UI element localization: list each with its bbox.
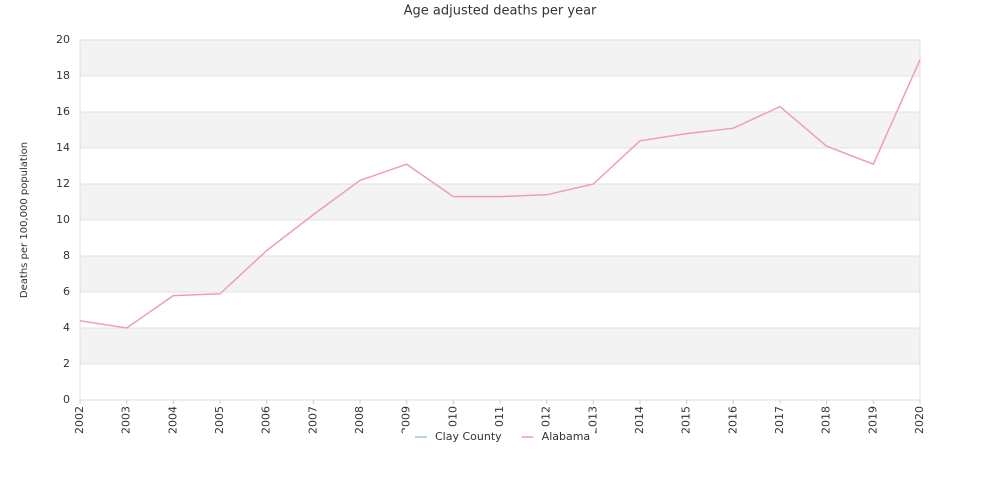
grid-band: [80, 256, 920, 292]
y-tick-label: 16: [56, 105, 70, 118]
y-axis-label: Deaths per 100,000 population: [19, 142, 30, 298]
x-tick-label: 2003: [120, 406, 133, 434]
y-tick-label: 18: [56, 69, 70, 82]
legend-label: Alabama: [542, 430, 591, 443]
chart-title: Age adjusted deaths per year: [404, 4, 597, 19]
x-tick-label: 2018: [820, 406, 833, 434]
y-tick-label: 4: [63, 321, 70, 334]
x-tick-label: 2004: [166, 406, 179, 434]
x-tick-label: 2015: [680, 406, 693, 434]
line: [79, 59, 921, 329]
x-tick-label: 2006: [260, 406, 273, 434]
y-tick-label: 8: [63, 249, 70, 262]
x-tick-label: 2013: [586, 406, 599, 434]
grid-band: [80, 112, 920, 148]
x-tick-label: 2019: [866, 406, 879, 434]
x-tick-label: 2010: [446, 406, 459, 434]
legend: Clay County Alabama: [405, 428, 595, 446]
legend-background: [405, 428, 595, 446]
y-tick-label: 20: [56, 33, 70, 46]
y-tick-label: 6: [63, 285, 70, 298]
y-tick-label: 2: [63, 357, 70, 370]
x-tick-label: 2007: [306, 406, 319, 434]
y-tick-label: 14: [56, 141, 70, 154]
x-tick-label: 2008: [353, 406, 366, 434]
x-tick-label: 2014: [633, 406, 646, 434]
x-tick-label: 2011: [493, 406, 506, 434]
grid-band: [80, 40, 920, 76]
legend-label: Clay County: [435, 430, 502, 443]
x-tick-label: 2016: [726, 406, 739, 434]
grid-band: [80, 184, 920, 220]
x-tick-label: 2012: [540, 406, 553, 434]
x-tick-label: 2009: [400, 406, 413, 434]
x-tick-label: 2017: [773, 406, 786, 434]
x-tick-label: 2020: [913, 406, 926, 434]
y-tick-label: 12: [56, 177, 70, 190]
x-tick-label: 2002: [73, 406, 86, 434]
grid-band: [80, 328, 920, 364]
x-tick-label: 2005: [213, 406, 226, 434]
y-tick-label: 10: [56, 213, 70, 226]
y-tick-label: 0: [63, 393, 70, 406]
